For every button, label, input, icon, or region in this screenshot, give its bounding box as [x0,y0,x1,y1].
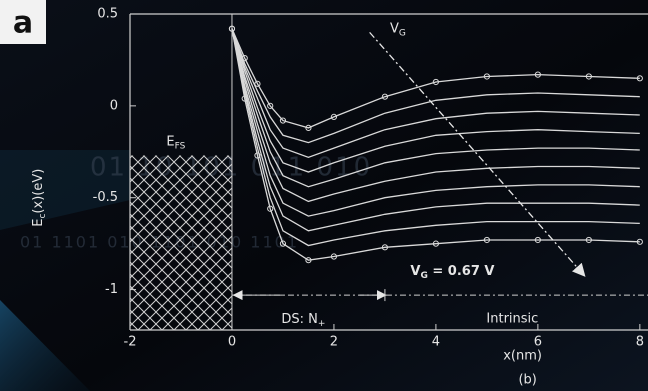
curve-marker [241,95,248,102]
y-tick-label: 0 [110,98,118,113]
y-tick-label: 0.5 [97,7,118,22]
curve [231,28,640,217]
x-tick-label: 8 [636,335,644,350]
curve-marker [432,240,440,247]
y-tick-label: -0.5 [93,190,118,205]
source-region-label-sub: + [318,318,326,328]
curve-marker [534,236,541,244]
x-tick-label: 0 [228,335,236,350]
panel-label: a [13,6,33,41]
curve-marker [636,238,643,245]
curve-marker [585,236,592,244]
curve-marker [636,75,643,82]
channel-region-label: Intrinsic [486,311,538,326]
curve [231,28,640,173]
gate-value-label-rest: = 0.67 V [428,264,495,279]
gate-value-label-main: V [410,264,420,279]
background-streak [0,300,90,391]
curve-marker [330,253,338,260]
curve-marker [254,152,261,159]
gate-value-label-sub: G [420,271,427,281]
source-hatch [130,155,232,330]
source-region-label-main: DS: N [281,311,318,326]
curve [231,28,640,188]
curve-marker [228,25,236,32]
y-axis-label: Ec(x)(eV) [31,169,48,227]
panel-label-box [0,0,46,44]
curve-marker [534,71,541,78]
curve-marker [305,124,312,132]
x-tick-label: 6 [534,335,542,350]
gate-value-label: VG = 0.67 V [410,264,494,281]
y-axis-label-main: E [31,219,46,227]
sub-label: (b) [518,373,536,388]
curve [231,28,640,247]
curve-marker [305,257,312,264]
y-axis-label-sub: c [38,214,48,219]
curve-marker [381,93,389,100]
source-region-label: DS: N+ [281,311,325,328]
gate-arrow-label-sub: G [399,28,406,38]
background-streak [0,150,130,230]
gate-arrow-label: VG [390,21,406,38]
curve-marker [381,244,389,251]
x-tick-label: 2 [330,335,338,350]
curve [231,28,640,203]
gate-arrow [369,31,586,277]
curve-marker [267,205,274,212]
curve [231,28,640,158]
fermi-label-main: E [166,134,174,149]
curve-marker [267,102,274,109]
curve [231,28,640,232]
curve-marker [585,73,592,80]
curve [231,28,640,144]
gate-arrow-label-main: V [390,21,399,36]
fermi-label-sub: FS [175,141,186,151]
x-axis-label: x(nm) [503,349,542,364]
x-tick-label: -2 [124,335,137,350]
curve-marker [483,73,490,80]
y-axis-label-rest: (x)(eV) [31,169,46,214]
curve-marker [432,78,440,86]
curve-marker [483,236,490,244]
curve-marker [254,80,261,87]
curve [231,28,640,261]
curve-marker [279,117,287,124]
fermi-label: EFS [166,134,185,151]
curve-marker [330,113,338,120]
curve [231,28,640,129]
curve-marker [279,240,287,247]
x-tick-label: 4 [432,335,440,350]
y-tick-label: -1 [105,282,118,297]
